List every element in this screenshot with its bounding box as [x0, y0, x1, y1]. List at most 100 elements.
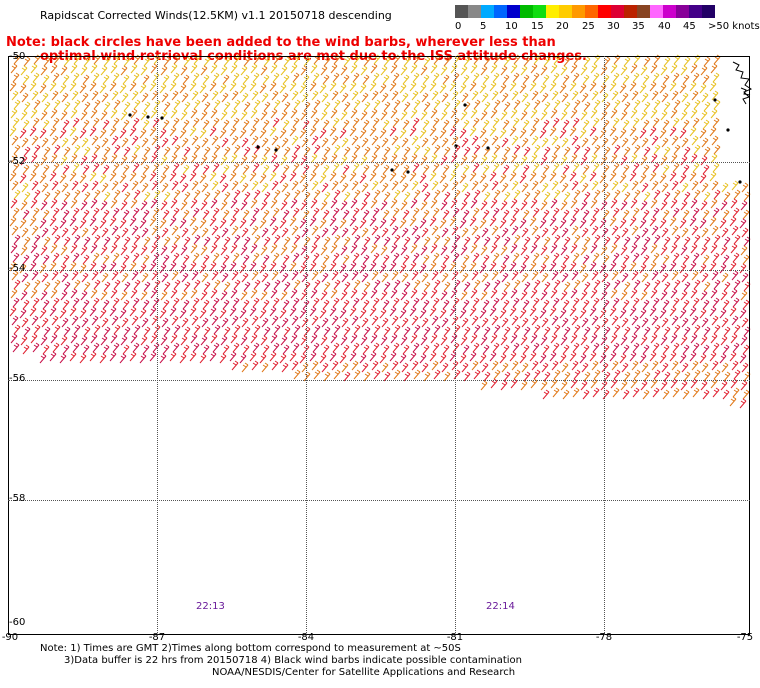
- wind-barb: [72, 162, 80, 173]
- wind-barb: [380, 155, 388, 166]
- wind-barb: [522, 254, 530, 265]
- wind-barb: [299, 128, 307, 139]
- wind-barb: [710, 63, 718, 74]
- wind-barb: [531, 90, 539, 101]
- wind-barb: [411, 270, 419, 281]
- wind-barb: [281, 227, 289, 238]
- wind-barb: [260, 245, 268, 256]
- wind-barb: [543, 236, 551, 247]
- wind-barb: [493, 324, 501, 335]
- wind-barb: [159, 83, 167, 94]
- wind-barb: [729, 306, 737, 317]
- wind-barb: [429, 126, 437, 137]
- wind-barb: [530, 243, 538, 254]
- wind-barb: [99, 128, 107, 139]
- wind-barb: [331, 180, 339, 191]
- wind-barb: [262, 299, 270, 310]
- wind-barb: [312, 72, 320, 83]
- wind-barb: [433, 234, 441, 245]
- wind-barb: [589, 261, 597, 272]
- wind-barb: [69, 306, 77, 317]
- wind-barb: [630, 288, 638, 299]
- wind-barb: [230, 243, 238, 254]
- wind-barb: [522, 209, 530, 220]
- wind-barb: [282, 74, 290, 85]
- wind-barb: [23, 191, 31, 202]
- wind-barb: [179, 173, 187, 184]
- wind-barb: [32, 162, 40, 173]
- wind-barb: [689, 171, 697, 182]
- wind-barb: [41, 317, 49, 328]
- wind-barb: [521, 227, 529, 238]
- wind-barb: [30, 153, 38, 164]
- wind-barb: [120, 110, 128, 121]
- wind-barb: [92, 297, 100, 308]
- wind-barb: [143, 56, 151, 67]
- wind-barb: [442, 119, 450, 130]
- wind-barb: [553, 279, 561, 290]
- wind-barb: [40, 155, 48, 166]
- wind-barb: [713, 189, 721, 200]
- wind-barb: [410, 288, 418, 299]
- wind-barb: [43, 236, 51, 247]
- wind-barb: [419, 173, 427, 184]
- wind-barb: [240, 200, 248, 211]
- wind-barb: [29, 261, 37, 272]
- wind-barb: [439, 173, 447, 184]
- wind-barb: [120, 155, 128, 166]
- colorbar-swatch: [689, 5, 702, 18]
- wind-barb: [671, 180, 679, 191]
- wind-barb: [222, 164, 230, 175]
- wind-barb: [262, 119, 270, 130]
- wind-barb: [83, 236, 91, 247]
- wind-barb: [232, 297, 240, 308]
- wind-barb: [559, 308, 567, 319]
- wind-barb: [381, 272, 389, 283]
- wind-barb: [529, 81, 537, 92]
- wind-barb: [490, 333, 498, 344]
- wind-barb: [441, 92, 449, 103]
- wind-barb: [583, 236, 591, 247]
- wind-barb: [203, 236, 211, 247]
- wind-barb: [289, 126, 297, 137]
- wind-barb: [332, 207, 340, 218]
- wind-barb: [102, 209, 110, 220]
- wind-barb: [579, 218, 587, 229]
- wind-barb: [332, 72, 340, 83]
- wind-barb: [429, 81, 437, 92]
- wind-barb: [183, 281, 191, 292]
- wind-barb: [393, 144, 401, 155]
- wind-barb: [50, 288, 58, 299]
- wind-barb: [403, 281, 411, 292]
- wind-barb: [500, 155, 508, 166]
- wind-barb: [463, 191, 471, 202]
- colorbar-swatch: [468, 5, 481, 18]
- wind-barb: [671, 135, 679, 146]
- wind-barb: [579, 263, 587, 274]
- wind-barb: [382, 164, 390, 175]
- wind-barb: [492, 342, 500, 353]
- wind-barb: [543, 191, 551, 202]
- wind-barb: [202, 344, 210, 355]
- wind-barb: [650, 108, 658, 119]
- wind-barb: [211, 90, 219, 101]
- wind-barb: [373, 279, 381, 290]
- wind-barb: [129, 306, 137, 317]
- wind-barb: [401, 317, 409, 328]
- wind-barb: [570, 108, 578, 119]
- wind-barb: [429, 261, 437, 272]
- wind-barb: [260, 110, 268, 121]
- wind-barb: [361, 272, 369, 283]
- wind-barb: [430, 288, 438, 299]
- wind-barb: [472, 72, 480, 83]
- wind-barb: [81, 317, 89, 328]
- wind-barb: [92, 117, 100, 128]
- wind-barb: [661, 92, 669, 103]
- wind-barb: [502, 74, 510, 85]
- wind-barb: [582, 119, 590, 130]
- wind-barb: [232, 207, 240, 218]
- wind-barb: [361, 92, 369, 103]
- wind-barb: [490, 63, 498, 74]
- wind-barb: [481, 92, 489, 103]
- wind-barb: [311, 315, 319, 326]
